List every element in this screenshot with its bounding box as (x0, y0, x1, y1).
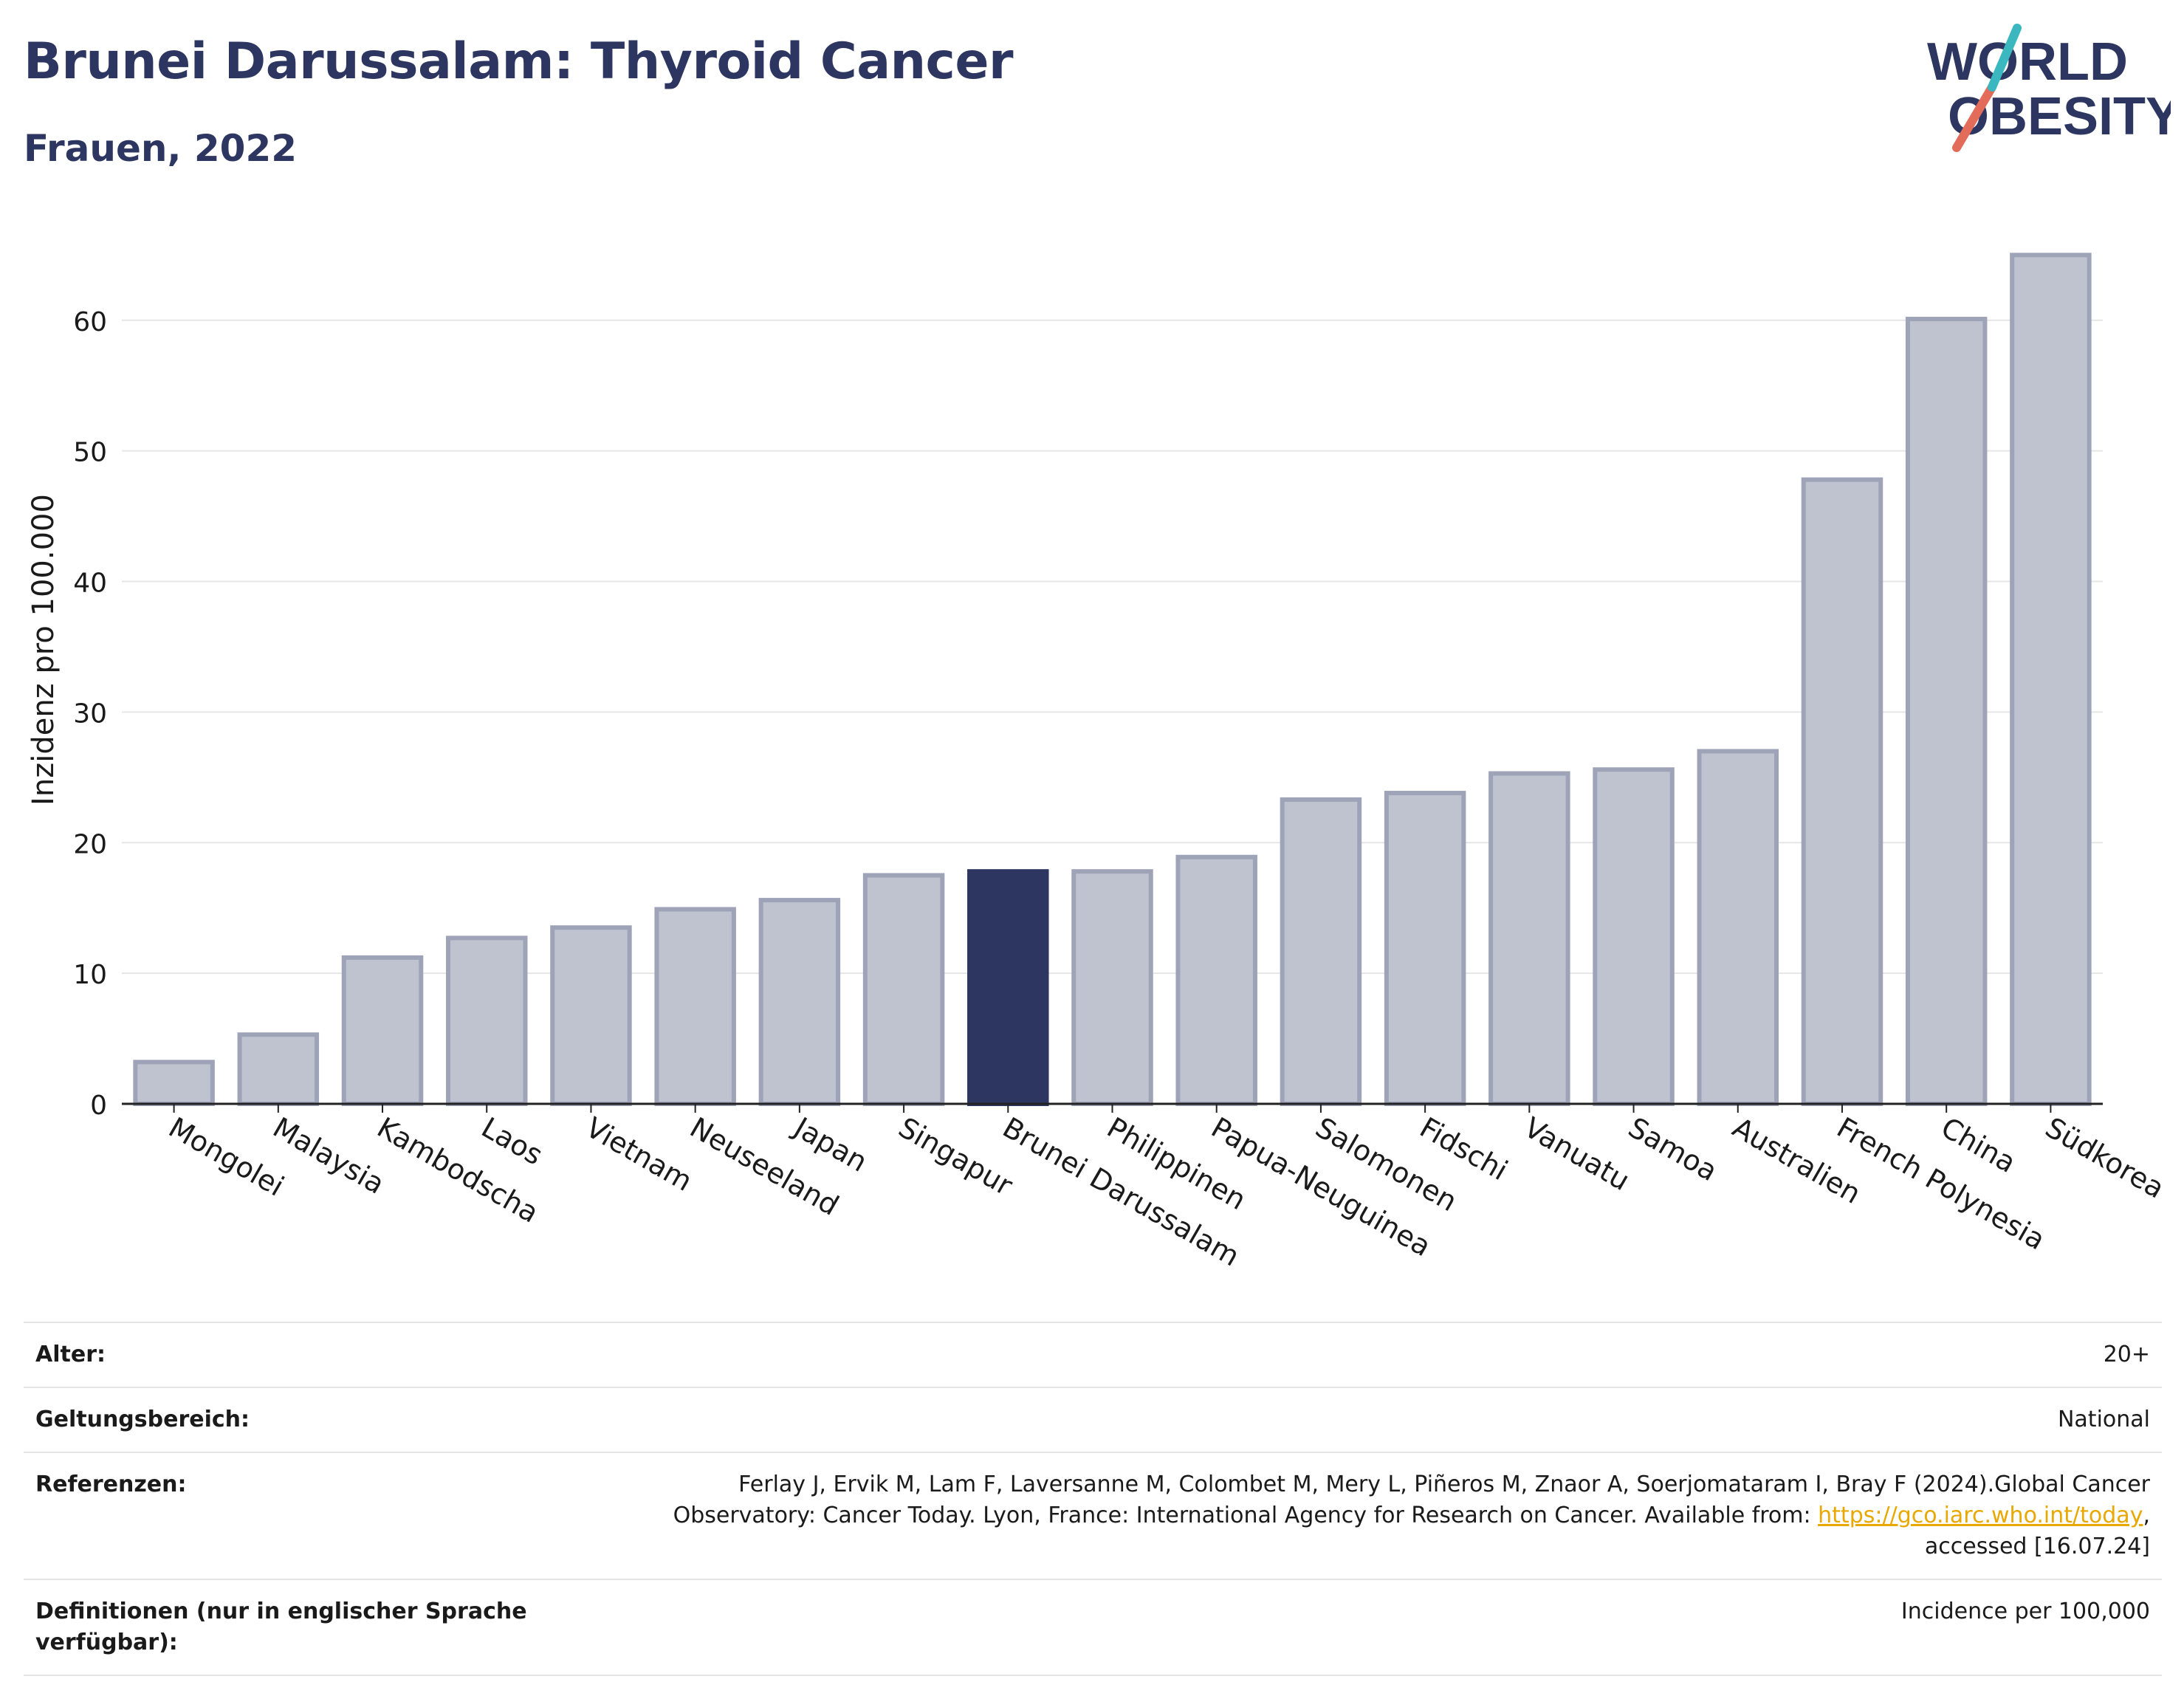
bar-fidschi (1384, 791, 1466, 1106)
page-subtitle: Frauen, 2022 (24, 127, 298, 170)
reference-text-1: Ferlay J, Ervik M, Lam F, Laversanne M, … (738, 1472, 2150, 1497)
y-tick-label: 10 (73, 960, 107, 990)
y-tick-label: 0 (90, 1091, 107, 1121)
y-tick-label: 30 (73, 698, 107, 729)
x-tick-label: Singapur (893, 1111, 1019, 1202)
y-axis-label: Inzidenz pro 100.000 (27, 494, 61, 806)
bar-china (1905, 317, 1988, 1106)
references-label: Referenzen: (24, 1452, 564, 1580)
x-tick-label: Vietnam (580, 1111, 698, 1198)
y-tick-label: 60 (73, 307, 107, 337)
reference-text-3: , (2143, 1503, 2150, 1528)
bar-papua-neuguinea (1175, 854, 1257, 1106)
meta-row-scope: Geltungsbereich: National (24, 1387, 2162, 1453)
definitions-label: Definitionen (nur in englischer Sprache … (24, 1579, 564, 1676)
x-tick-label: Laos (476, 1111, 549, 1172)
logo-word-obesity: OBESITY (1948, 87, 2171, 146)
world-obesity-logo: WORLD OBESITY (1927, 24, 2171, 152)
scope-label: Geltungsbereich: (24, 1387, 564, 1453)
reference-text-4: accessed [16.07.24] (1924, 1534, 2150, 1559)
bar-mongolei (133, 1060, 215, 1106)
bar-singapur (862, 873, 945, 1106)
age-label: Alter: (24, 1322, 564, 1388)
reference-text-2: Observatory: Cancer Today. Lyon, France:… (673, 1503, 1819, 1528)
references-value: Ferlay J, Ervik M, Lam F, Laversanne M, … (564, 1452, 2162, 1580)
logo-slash-teal (1988, 24, 2022, 92)
meta-row-definitions: Definitionen (nur in englischer Sprache … (24, 1579, 2162, 1676)
y-tick-label: 50 (73, 438, 107, 468)
bar-s-dkorea (2010, 253, 2092, 1106)
scope-value: National (564, 1387, 2162, 1453)
bar-chart: 0102030405060MongoleiMalaysiaKambodschaL… (27, 253, 2170, 1273)
bar-samoa (1593, 767, 1675, 1106)
bar-philippinen (1071, 869, 1153, 1106)
logo-slash-coral (1952, 83, 1996, 152)
x-tick-label: Vanuatu (1519, 1111, 1635, 1197)
y-tick-label: 20 (73, 829, 107, 859)
meta-row-references: Referenzen: Ferlay J, Ervik M, Lam F, La… (24, 1452, 2162, 1580)
bar-kambodscha (341, 955, 424, 1106)
meta-row-age: Alter: 20+ (24, 1322, 2162, 1388)
age-value: 20+ (564, 1322, 2162, 1388)
y-tick-label: 40 (73, 569, 107, 599)
page-title: Brunei Darussalam: Thyroid Cancer (24, 32, 1014, 91)
x-tick-label: Malaysia (267, 1111, 390, 1201)
bar-australien (1697, 749, 1779, 1107)
metadata-table: Alter: 20+ Geltungsbereich: National Ref… (24, 1322, 2162, 1676)
bar-malaysia (237, 1032, 320, 1107)
bar-japan (758, 898, 841, 1106)
definitions-value: Incidence per 100,000 (564, 1579, 2162, 1676)
x-tick-label: Mongolei (163, 1111, 289, 1203)
logo-word-world: WORLD (1927, 32, 2128, 92)
bar-salomonen (1280, 797, 1362, 1107)
bar-vietnam (550, 925, 632, 1106)
x-tick-label: Südkorea (2040, 1111, 2170, 1205)
bar-french-polynesia (1801, 477, 1883, 1106)
bars (133, 253, 2092, 1107)
bar-brunei-darussalam (967, 869, 1049, 1106)
bar-vanuatu (1488, 771, 1570, 1106)
bar-neuseeland (654, 907, 736, 1106)
reference-link[interactable]: https://gco.iarc.who.int/today (1818, 1503, 2143, 1528)
x-tick-label: Samoa (1623, 1111, 1723, 1188)
bar-laos (445, 935, 528, 1107)
